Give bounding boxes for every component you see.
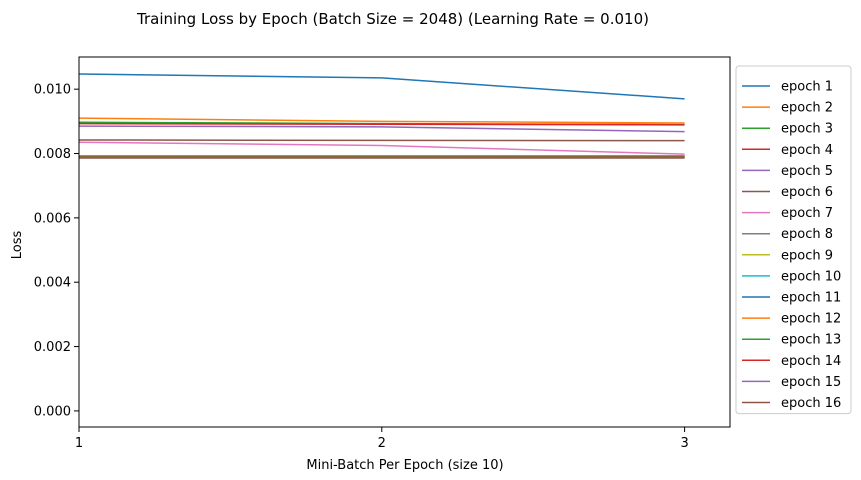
x-tick-label: 2 — [378, 436, 386, 451]
legend-label: epoch 8 — [781, 227, 833, 242]
series-line-epoch-5 — [78, 125, 685, 133]
legend-label: epoch 12 — [781, 312, 841, 327]
plot-lines — [78, 73, 685, 159]
legend-label: epoch 16 — [781, 396, 841, 411]
y-tick-label: 0.000 — [34, 404, 71, 419]
x-tick-label: 3 — [680, 436, 688, 451]
plot-area-frame — [78, 56, 731, 428]
legend-label: epoch 1 — [781, 80, 833, 95]
series-line-epoch-6 — [78, 139, 685, 142]
y-axis: 0.000 0.002 0.004 0.006 0.008 0.010 — [34, 83, 79, 419]
legend-label: epoch 10 — [781, 269, 841, 284]
legend-label: epoch 4 — [781, 143, 833, 158]
series-line-epoch-7 — [78, 141, 685, 155]
y-tick-label: 0.010 — [34, 83, 71, 98]
legend-label: epoch 15 — [781, 375, 841, 390]
y-tick-label: 0.008 — [34, 147, 71, 162]
legend-label: epoch 3 — [781, 122, 833, 137]
y-tick-label: 0.004 — [34, 276, 71, 291]
x-axis: 1 2 3 — [75, 427, 689, 451]
legend-label: epoch 9 — [781, 248, 833, 263]
y-tick-label: 0.002 — [34, 340, 71, 355]
legend-label: epoch 13 — [781, 333, 841, 348]
x-tick-label: 1 — [75, 436, 83, 451]
legend-box — [735, 65, 852, 415]
chart-title: Training Loss by Epoch (Batch Size = 204… — [136, 10, 649, 28]
legend-label: epoch 5 — [781, 164, 833, 179]
legend-label: epoch 2 — [781, 101, 833, 116]
y-axis-label: Loss — [10, 231, 25, 260]
series-line-epoch-4 — [78, 122, 685, 126]
legend: epoch 1 epoch 2 epoch 3 epoch 4 epoch 5 epoch… — [735, 65, 852, 415]
legend-label: epoch 14 — [781, 354, 841, 369]
series-line-epoch-1 — [78, 73, 685, 100]
y-tick-label: 0.006 — [34, 211, 71, 226]
legend-label: epoch 6 — [781, 185, 833, 200]
legend-label: epoch 7 — [781, 206, 833, 221]
series-line-epoch-2 — [78, 117, 685, 124]
legend-label: epoch 11 — [781, 291, 841, 306]
x-axis-label: Mini-Batch Per Epoch (size 10) — [306, 458, 503, 473]
